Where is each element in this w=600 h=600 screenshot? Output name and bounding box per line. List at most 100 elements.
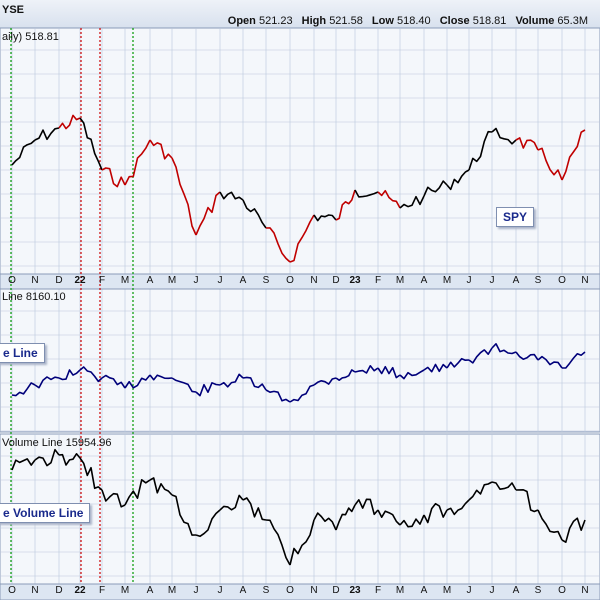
price-axis-label: F <box>374 275 382 286</box>
bottom-axis-label: O <box>286 585 294 596</box>
price-axis-label: M <box>395 275 405 286</box>
spy-price-line-segment <box>11 139 36 166</box>
ad-volume-line-segment <box>561 517 586 544</box>
spy-price-line-segment <box>101 167 126 188</box>
spy-price-line-segment <box>423 180 448 197</box>
ad-volume-line-segment <box>354 498 379 516</box>
spy-price-line-segment <box>313 214 337 222</box>
bottom-axis-label: S <box>262 585 270 596</box>
spy-price-line-segment <box>561 129 586 181</box>
ad-volume-line-segment <box>242 497 267 521</box>
price-axis-label: 23 <box>349 275 361 286</box>
advol-panel-title: Volume Line 15954.96 <box>2 437 112 449</box>
ad-line-segment <box>562 351 586 369</box>
spy-price-line-segment <box>34 127 60 141</box>
ad-line-segment <box>149 374 173 381</box>
bottom-axis-label: N <box>581 585 589 596</box>
spy-price-line-segment <box>515 137 539 151</box>
ad-volume-line-segment <box>79 457 103 491</box>
ad-line-segment <box>171 377 197 393</box>
ad-volume-line-segment <box>265 519 291 566</box>
price-panel-bg <box>0 27 600 275</box>
ad-volume-line-segment <box>219 494 244 511</box>
price-axis-label: A <box>512 275 520 286</box>
spy-price-line-segment <box>79 117 103 171</box>
low-value: 518.40 <box>396 15 431 27</box>
bottom-axis-label: A <box>239 585 247 596</box>
ad-volume-line-segment <box>124 478 151 506</box>
price-axis-label: S <box>262 275 270 286</box>
ad-line-segment <box>34 376 60 389</box>
ad-line-segment <box>423 363 448 373</box>
adline-panel-bg <box>0 288 600 433</box>
bottom-axis-label: N <box>310 585 318 596</box>
price-axis-label: 22 <box>74 275 86 286</box>
bottom-axis-label: D <box>332 585 340 596</box>
spy-price-line-segment <box>377 189 401 209</box>
high-label: High <box>301 15 327 27</box>
ad-line-segment <box>195 381 221 397</box>
spy-price-line-segment <box>219 191 244 201</box>
bottom-axis-label: O <box>558 585 566 596</box>
spy-price-line-segment <box>289 214 315 263</box>
spy-price-line-segment <box>537 147 563 181</box>
close-value: 518.81 <box>472 15 507 27</box>
spy-price-line-segment <box>149 139 173 160</box>
bottom-axis-label: D <box>55 585 63 596</box>
ad-line-segment <box>101 374 126 389</box>
ad-volume-line-segment <box>11 458 36 471</box>
ad-volume-line-segment <box>313 512 337 531</box>
adline-legend-box: e Line <box>0 343 45 363</box>
ad-line-segment <box>468 347 493 364</box>
price-axis-label: D <box>332 275 340 286</box>
bottom-axis-label: M <box>442 585 452 596</box>
price-axis-label: M <box>167 275 177 286</box>
ad-line-segment <box>335 369 356 382</box>
bottom-axis-label: J <box>217 585 223 596</box>
price-axis-label: M <box>120 275 130 286</box>
ad-volume-line-segment <box>58 452 81 466</box>
close-label: Close <box>439 15 470 27</box>
bottom-axis-label: M <box>395 585 405 596</box>
ad-volume-line-segment <box>335 504 356 531</box>
ad-volume-line-segment <box>399 514 425 528</box>
bottom-axis-label: J <box>489 585 495 596</box>
quote-header-bar: YSE Open 521.23 High 521.58 Low 518.40 C… <box>0 0 600 29</box>
spy-price-line-segment <box>242 199 267 229</box>
open-value: 521.23 <box>258 15 293 27</box>
bottom-axis-label: A <box>420 585 428 596</box>
ad-volume-line-segment <box>423 502 448 524</box>
spy-price-line-segment <box>265 227 291 263</box>
bottom-axis-label: F <box>374 585 382 596</box>
ad-line-segment <box>537 355 563 369</box>
ad-line-segment <box>515 351 539 361</box>
price-axis-label: J <box>217 275 223 286</box>
ad-volume-line-segment <box>537 509 563 541</box>
ad-volume-line-segment <box>446 499 470 516</box>
price-panel-title: aily) 518.81 <box>2 31 59 43</box>
ad-volume-line-segment <box>491 481 517 491</box>
ad-line-segment <box>242 376 267 391</box>
price-axis-band <box>0 273 600 290</box>
ad-line-segment <box>265 389 291 403</box>
price-axis-label: O <box>558 275 566 286</box>
price-axis-label: J <box>466 275 472 286</box>
spy-price-line-segment <box>468 130 493 171</box>
price-axis-label: J <box>193 275 199 286</box>
spy-price-line-segment <box>491 127 517 145</box>
ad-line-segment <box>219 373 244 388</box>
ad-line-segment <box>446 357 470 369</box>
price-axis-label: F <box>98 275 106 286</box>
ad-line-segment <box>354 364 379 374</box>
ad-line-segment <box>491 342 517 355</box>
volume-label: Volume <box>515 15 555 27</box>
ad-line-segment <box>11 382 36 397</box>
ad-volume-line-segment <box>289 519 315 566</box>
price-axis-label: N <box>581 275 589 286</box>
open-label: Open <box>227 15 256 27</box>
bottom-axis-label: 22 <box>74 585 86 596</box>
volume-value: 65.3M <box>557 15 588 27</box>
spy-price-line-segment <box>58 114 81 130</box>
advol-legend-box: e Volume Line <box>0 503 91 523</box>
